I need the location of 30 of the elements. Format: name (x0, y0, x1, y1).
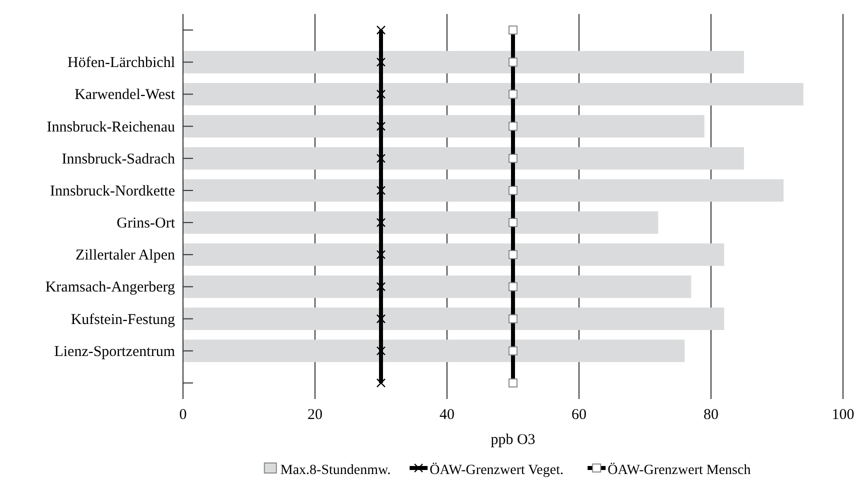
bar (183, 275, 692, 298)
bar (183, 179, 784, 202)
x-tick-label: 60 (572, 407, 586, 423)
legend-label: Max.8-Stundenmw. (280, 463, 391, 478)
bar (183, 308, 724, 330)
legend-label: ÖAW-Grenzwert Veget. (430, 462, 564, 478)
x-tick-label: 100 (832, 407, 854, 423)
legend-label: ÖAW-Grenzwert Mensch (608, 462, 751, 478)
bar (183, 147, 744, 170)
bar (183, 211, 658, 234)
x-tick-label: 40 (440, 407, 454, 423)
bar (183, 50, 744, 74)
bar (183, 82, 804, 106)
y-tick-label: Innsbruck-Nordkette (50, 183, 176, 200)
y-tick-label: Grins-Ort (116, 216, 176, 232)
y-tick-label: Kufstein-Festung (70, 312, 176, 328)
y-tick-label: Karwendel-West (74, 87, 176, 104)
x-axis-title: ppb O3 (490, 432, 536, 448)
x-tick-label: 20 (308, 407, 322, 423)
y-tick-label: Lienz-Sportzentrum (54, 344, 176, 360)
y-tick-label: Höfen-Lärchbichl (68, 55, 175, 72)
x-tick-label: 0 (179, 407, 187, 423)
y-tick-label: Kramsach-Angerberg (45, 280, 176, 296)
bar (183, 115, 704, 138)
y-tick-label: Zillertaler Alpen (75, 248, 176, 264)
bar (183, 243, 724, 266)
bar (183, 340, 685, 362)
y-tick-label: Innsbruck-Sadrach (62, 151, 176, 168)
y-tick-label: Innsbruck-Reichenau (46, 119, 176, 136)
x-tick-label: 80 (704, 407, 718, 423)
